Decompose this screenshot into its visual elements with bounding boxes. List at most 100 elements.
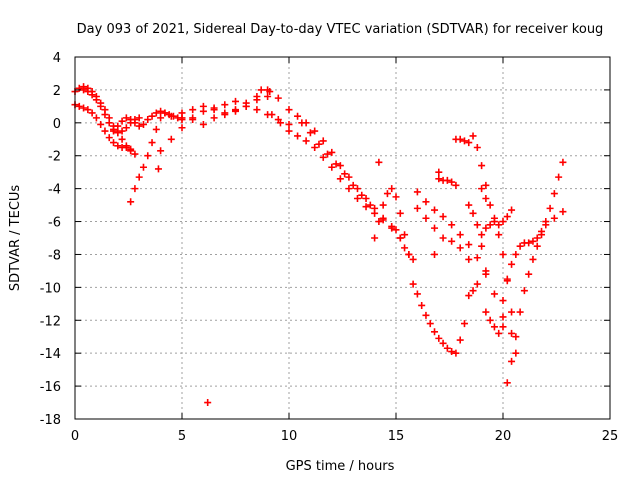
data-point: [266, 88, 274, 96]
data-point: [371, 204, 379, 212]
data-point: [559, 158, 567, 166]
series-arc-9: [268, 111, 404, 242]
y-tick-label: 0: [53, 117, 61, 132]
data-point: [559, 208, 567, 216]
data-point: [422, 214, 430, 222]
series-arc-17: [435, 175, 460, 189]
data-point: [122, 124, 130, 132]
series-arc-16: [413, 204, 473, 263]
data-point: [294, 112, 302, 120]
data-point: [221, 109, 229, 117]
y-tick-label: -12: [40, 314, 61, 329]
y-tick-label: -6: [48, 216, 61, 231]
data-point: [274, 94, 282, 102]
y-tick-label: -2: [48, 150, 61, 165]
data-point: [426, 320, 434, 328]
data-point: [362, 203, 370, 211]
data-point: [490, 290, 498, 298]
data-point: [302, 137, 310, 145]
data-point: [319, 153, 327, 161]
data-point: [199, 120, 207, 128]
data-point: [118, 127, 126, 135]
data-point: [92, 114, 100, 122]
data-point: [383, 190, 391, 198]
data-point: [311, 127, 319, 135]
data-point: [431, 328, 439, 336]
data-point: [306, 129, 314, 137]
series-arc-2: [71, 101, 135, 153]
data-point: [516, 308, 524, 316]
data-point: [422, 198, 430, 206]
data-point: [152, 109, 160, 117]
data-point: [131, 150, 139, 158]
data-point: [101, 111, 109, 119]
data-point: [131, 119, 139, 127]
data-point: [366, 201, 374, 209]
data-point: [503, 213, 511, 221]
data-point: [144, 152, 152, 160]
data-point: [469, 132, 477, 140]
data-point: [418, 301, 426, 309]
data-point: [379, 201, 387, 209]
data-point: [114, 122, 122, 130]
series-arc-13: [392, 226, 417, 263]
data-point: [110, 139, 118, 147]
data-point: [336, 175, 344, 183]
data-point: [336, 162, 344, 170]
data-point: [75, 102, 83, 110]
data-point: [97, 102, 105, 110]
data-point: [298, 119, 306, 127]
data-point: [469, 209, 477, 217]
data-point: [435, 175, 443, 183]
chart-title: Day 093 of 2021, Sidereal Day-to-day VTE…: [77, 22, 604, 37]
series-arc-23: [482, 308, 507, 337]
axis-ticks: [74, 56, 611, 420]
data-point: [97, 120, 105, 128]
data-point: [110, 127, 118, 135]
data-point: [499, 250, 507, 258]
plot-frame: [74, 56, 611, 420]
data-point: [257, 86, 265, 94]
data-point: [405, 250, 413, 258]
data-point: [465, 255, 473, 263]
data-point: [392, 226, 400, 234]
data-point: [139, 163, 147, 171]
x-tick-label: 10: [281, 429, 298, 444]
data-point: [431, 250, 439, 258]
data-point: [345, 185, 353, 193]
data-point: [167, 112, 175, 120]
data-point: [456, 135, 464, 143]
data-point: [439, 234, 447, 242]
data-point: [529, 237, 537, 245]
data-point: [456, 336, 464, 344]
data-point: [542, 221, 550, 229]
data-point: [189, 106, 197, 114]
series-arc-4: [110, 107, 169, 135]
data-point: [443, 176, 451, 184]
data-point: [538, 227, 546, 235]
data-point: [264, 92, 272, 100]
series-arc-24: [465, 201, 490, 275]
data-point: [482, 224, 490, 232]
data-point: [482, 181, 490, 189]
data-point: [204, 399, 212, 407]
y-tick-label: -8: [48, 248, 61, 263]
data-point: [118, 135, 126, 143]
data-point: [478, 185, 486, 193]
data-point: [465, 201, 473, 209]
data-point: [478, 231, 486, 239]
data-point: [525, 270, 533, 278]
data-point: [127, 198, 135, 206]
data-point: [341, 170, 349, 178]
data-point: [435, 334, 443, 342]
data-point: [490, 323, 498, 331]
data-point: [452, 181, 460, 189]
data-point: [135, 173, 143, 181]
data-point: [148, 139, 156, 147]
y-tick-label: -10: [40, 281, 61, 296]
data-point: [353, 185, 361, 193]
data-point: [144, 116, 152, 124]
data-point: [503, 379, 511, 387]
data-point: [452, 349, 460, 357]
